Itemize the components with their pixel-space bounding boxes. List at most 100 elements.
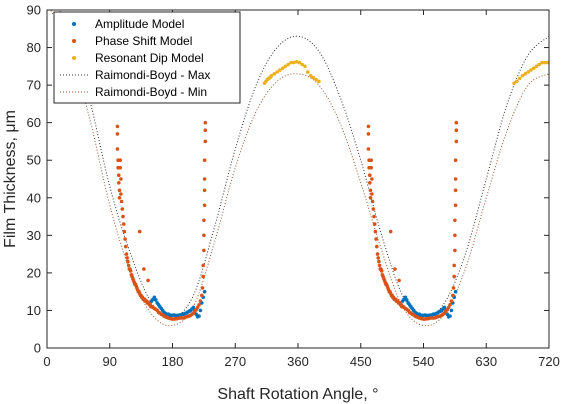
data-point-resonant-dip-model [515,79,519,84]
data-point-phase-shift-model [142,267,146,271]
data-point-phase-shift-model [368,181,372,185]
data-point-phase-shift-model [454,139,459,144]
data-point-phase-shift-model [122,229,127,234]
x-tick-label: 270 [224,354,246,369]
y-tick-label: 80 [27,40,41,55]
data-point-phase-shift-model [121,222,126,226]
data-point-resonant-dip-model [531,66,536,70]
data-point-phase-shift-model [200,286,205,290]
data-point-phase-shift-model [126,259,130,264]
x-tick-label: 360 [287,354,309,369]
data-point-phase-shift-model [125,256,129,260]
data-point-phase-shift-model [202,158,207,162]
data-point-phase-shift-model [388,229,393,234]
x-tick-label: 630 [475,354,497,369]
data-point-phase-shift-model [202,233,206,238]
data-point-resonant-dip-model [275,70,279,74]
data-point-amplitude-model [449,308,454,313]
y-tick-label: 10 [27,303,41,318]
data-point-resonant-dip-model [537,62,541,67]
legend-entry: Raimondi-Boyd - Max [95,68,210,82]
curves-layer [50,10,549,327]
data-point-phase-shift-model [124,244,128,249]
data-point-amplitude-model [197,314,201,318]
data-point-phase-shift-model [375,252,380,256]
legend-marker [72,39,76,43]
x-tick-label: 720 [538,354,560,369]
points-layer [115,60,549,321]
data-point-phase-shift-model [200,293,204,298]
data-point-phase-shift-model [202,177,207,181]
x-axis-label: Shaft Rotation Angle, ° [217,386,378,403]
data-point-resonant-dip-model [286,62,291,67]
data-point-phase-shift-model [374,237,378,241]
y-tick-label: 90 [27,3,41,18]
data-point-phase-shift-model [119,177,123,181]
y-tick-label: 70 [27,78,41,93]
data-point-resonant-dip-model [523,72,528,76]
legend-entry: Raimondi-Boyd - Min [95,85,207,99]
legend-entry: Resonant Dip Model [95,51,204,65]
data-point-phase-shift-model [368,188,373,193]
data-point-resonant-dip-model [529,68,533,72]
data-point-phase-shift-model [366,147,371,151]
data-point-phase-shift-model [453,177,458,181]
data-point-amplitude-model [448,314,452,318]
data-point-phase-shift-model [370,192,374,196]
legend-entry: Phase Shift Model [95,34,192,48]
data-point-amplitude-model [202,289,207,294]
x-axis: 0 90 180 270 360 450 540 630 720 [43,10,560,369]
data-point-resonant-dip-model [269,73,274,78]
data-point-phase-shift-model [203,139,208,144]
data-point-phase-shift-model [453,158,458,162]
data-point-phase-shift-model [448,303,452,307]
legend: Amplitude Model Phase Shift Model Resonant… [53,11,241,104]
data-point-phase-shift-model [117,181,121,185]
data-point-phase-shift-model [115,132,120,136]
data-point-phase-shift-model [126,263,131,268]
data-point-resonant-dip-model [512,81,516,85]
data-point-phase-shift-model [371,207,376,211]
data-point-resonant-dip-model [517,76,522,81]
data-point-phase-shift-model [453,218,457,223]
y-tick-label: 0 [34,341,41,356]
data-point-resonant-dip-model [543,60,547,65]
data-point-phase-shift-model [452,274,457,279]
data-point-resonant-dip-model [280,66,285,70]
legend-entry: Amplitude Model [95,17,184,31]
data-point-phase-shift-model [449,299,454,303]
x-tick-label: 90 [103,354,117,369]
data-point-phase-shift-model [453,188,458,193]
x-tick-label: 450 [350,354,372,369]
data-point-resonant-dip-model [289,60,293,65]
data-point-resonant-dip-model [311,75,316,80]
y-axis: 0 10 20 30 40 50 60 70 80 90 [27,3,549,356]
data-point-phase-shift-model [115,124,120,129]
data-point-phase-shift-model [117,196,122,200]
data-point-phase-shift-model [203,120,208,125]
data-point-phase-shift-model [375,244,379,249]
data-point-phase-shift-model [397,278,401,283]
data-point-phase-shift-model [119,192,123,196]
data-point-resonant-dip-model [306,70,310,74]
data-point-resonant-dip-model [303,64,307,69]
data-point-phase-shift-model [368,173,372,177]
data-point-phase-shift-model [368,196,373,200]
data-point-phase-shift-model [369,158,374,162]
data-point-phase-shift-model [117,173,121,177]
data-point-phase-shift-model [137,229,142,234]
data-point-resonant-dip-model [292,60,296,65]
data-point-phase-shift-model [198,299,203,303]
data-point-phase-shift-model [197,303,201,307]
series-line-raimondi-boyd-max [58,10,549,319]
data-point-phase-shift-model [117,188,122,193]
y-tick-label: 60 [27,115,41,130]
data-point-phase-shift-model [203,128,208,132]
legend-marker [72,56,76,60]
legend-marker [72,22,76,26]
data-point-phase-shift-model [370,177,374,181]
data-point-phase-shift-model [202,218,206,223]
data-point-phase-shift-model [124,252,129,256]
y-tick-label: 50 [27,153,41,168]
